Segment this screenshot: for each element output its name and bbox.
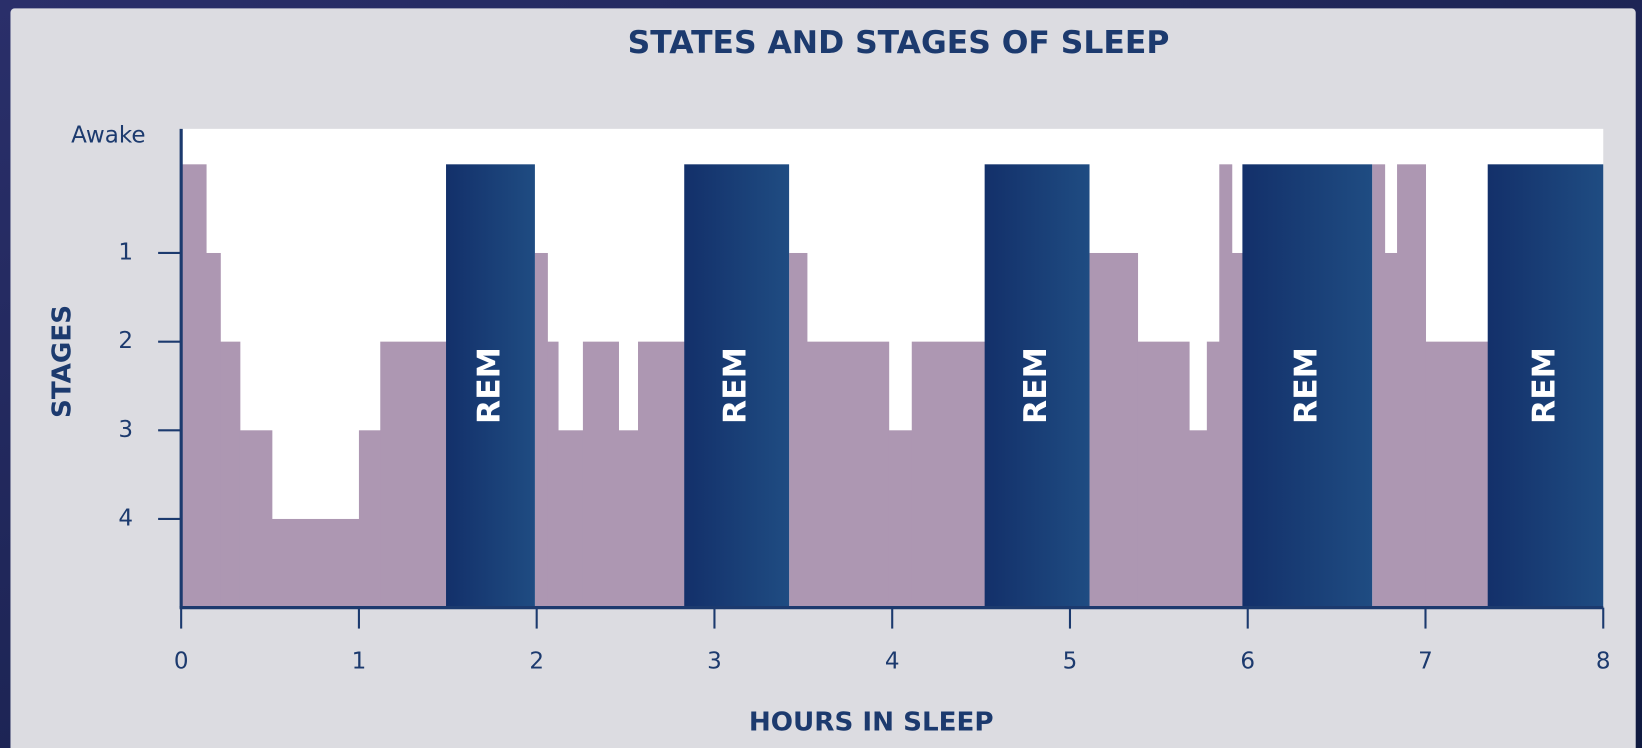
stage-segment xyxy=(1372,164,1386,608)
x-tick-label: 1 xyxy=(352,649,367,675)
y-axis-title: STAGES xyxy=(47,305,77,418)
x-tick-label: 4 xyxy=(885,649,900,675)
stage-segment xyxy=(1397,164,1427,608)
rem-label: REM xyxy=(471,347,507,424)
x-tick-label: 2 xyxy=(529,649,544,675)
chart-title: STATES AND STAGES OF SLEEP xyxy=(628,25,1170,61)
stage-segment xyxy=(638,341,685,608)
rem-block xyxy=(1242,164,1373,608)
rem-label: REM xyxy=(1526,347,1562,424)
stage-segment xyxy=(380,341,447,608)
stage-segment xyxy=(1425,341,1489,608)
stage-segment xyxy=(181,164,207,608)
y-tick-label: 4 xyxy=(118,505,133,531)
x-tick-label: 7 xyxy=(1418,649,1433,675)
rem-label: REM xyxy=(1018,347,1054,424)
x-tick-label: 8 xyxy=(1596,649,1611,675)
stage-segment xyxy=(1219,164,1233,608)
rem-block xyxy=(684,164,790,608)
stage-segment xyxy=(206,252,221,608)
stage-segment xyxy=(806,341,890,608)
stage-segment xyxy=(789,252,808,608)
stage-segment xyxy=(1384,252,1398,608)
stage-segment xyxy=(239,430,273,608)
rem-block xyxy=(446,164,535,608)
stage-segment xyxy=(271,518,360,608)
rem-block xyxy=(1487,164,1604,608)
plot-area: REM REM REM REM REM xyxy=(181,128,1604,608)
y-tick-label: 1 xyxy=(118,239,133,265)
stage-segment xyxy=(1189,430,1208,608)
stage-segment xyxy=(1089,252,1139,608)
stage-segment xyxy=(582,341,619,608)
rem-label: REM xyxy=(1288,347,1324,424)
stage-segment xyxy=(1231,252,1243,608)
stage-segment xyxy=(358,430,381,608)
rem-label: REM xyxy=(718,347,754,424)
y-tick-label: Awake xyxy=(71,123,145,149)
stage-segment xyxy=(1137,341,1190,608)
stage-segment xyxy=(547,341,559,608)
x-axis-title: HOURS IN SLEEP xyxy=(749,707,994,737)
y-tick-label: 3 xyxy=(118,417,133,443)
y-tick-label: 2 xyxy=(118,328,133,354)
stage-segment xyxy=(558,430,584,608)
stage-segment xyxy=(618,430,639,608)
x-tick-label: 6 xyxy=(1240,649,1255,675)
stage-segment xyxy=(534,252,548,608)
x-tick-label: 5 xyxy=(1063,649,1078,675)
rem-block xyxy=(984,164,1090,608)
stage-segment xyxy=(1206,341,1220,608)
stage-segment xyxy=(888,430,913,608)
x-tick-label: 0 xyxy=(174,649,189,675)
stage-segment xyxy=(911,341,986,608)
stage-segment xyxy=(220,341,241,608)
x-tick-label: 3 xyxy=(707,649,722,675)
